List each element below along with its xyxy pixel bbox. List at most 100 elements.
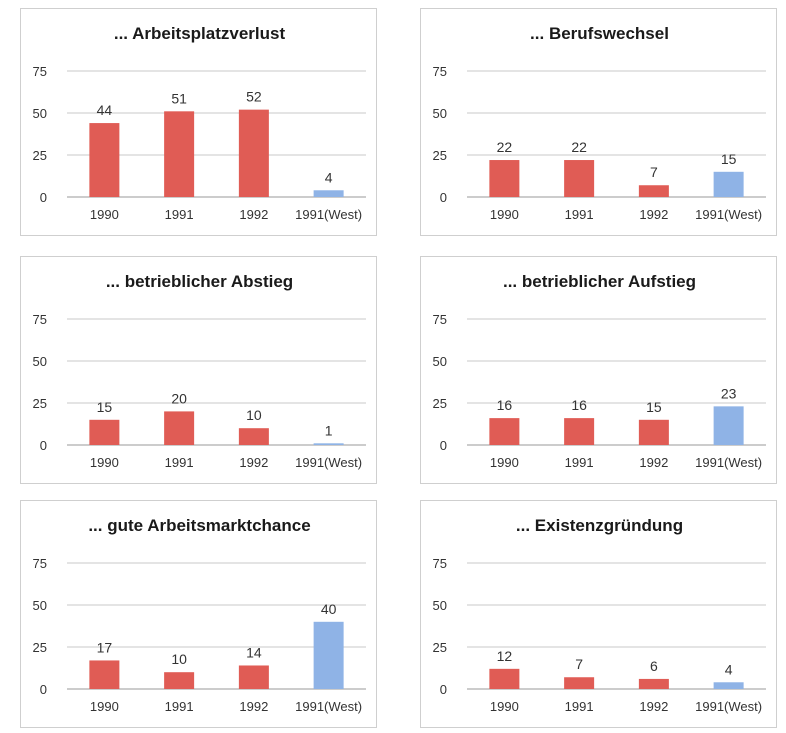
data-label: 10 — [246, 407, 262, 423]
data-label: 51 — [171, 90, 187, 106]
y-tick-label: 75 — [33, 64, 47, 79]
y-tick-label: 25 — [33, 396, 47, 411]
chart-title: ... Berufswechsel — [530, 24, 669, 43]
bar — [564, 160, 595, 197]
y-tick-label: 75 — [433, 312, 447, 327]
data-label: 22 — [497, 139, 513, 155]
bar — [564, 677, 595, 689]
bar — [313, 621, 344, 689]
chart-svg: ... Arbeitsplatzverlust 0 25 50 75 44 1990 51 19… — [33, 24, 366, 222]
chart-svg: ... gute Arbeitsmarktchance 0 25 50 75 17 1990… — [33, 516, 366, 714]
y-tick-label: 75 — [433, 64, 447, 79]
y-tick-label: 75 — [33, 556, 47, 571]
data-label: 52 — [246, 89, 262, 105]
data-label: 16 — [497, 397, 513, 413]
y-tick-label: 75 — [433, 556, 447, 571]
chart-panel-2: ... Berufswechsel 0 25 50 75 22 1990 22 1991 7 199… — [420, 8, 777, 236]
data-label: 23 — [721, 385, 737, 401]
bar — [238, 428, 269, 445]
bar — [164, 411, 195, 445]
data-label: 15 — [646, 399, 662, 415]
bar — [638, 678, 669, 689]
y-tick-label: 0 — [40, 438, 47, 453]
bar — [313, 443, 344, 445]
y-tick-label: 25 — [433, 396, 447, 411]
bar — [638, 419, 669, 445]
x-tick-label: 1991(West) — [295, 699, 362, 714]
x-tick-label: 1991(West) — [295, 207, 362, 222]
data-label: 1 — [325, 422, 333, 438]
bar — [713, 171, 744, 197]
bar — [489, 418, 520, 445]
x-tick-label: 1990 — [490, 455, 519, 470]
x-tick-label: 1990 — [90, 455, 119, 470]
chart-title: ... Existenzgründung — [516, 516, 683, 535]
y-tick-label: 25 — [433, 640, 447, 655]
bar — [713, 406, 744, 445]
y-tick-label: 50 — [433, 354, 447, 369]
chart-title: ... betrieblicher Aufstieg — [503, 272, 696, 291]
bar — [164, 672, 195, 689]
data-label: 7 — [650, 164, 658, 180]
x-tick-label: 1991 — [565, 455, 594, 470]
chart-svg: ... Existenzgründung 0 25 50 75 12 1990 7 1991 6 1… — [433, 516, 766, 714]
bar — [638, 185, 669, 197]
data-label: 22 — [571, 139, 587, 155]
x-tick-label: 1991(West) — [695, 699, 762, 714]
data-label: 20 — [171, 390, 187, 406]
bar — [89, 123, 120, 197]
x-tick-label: 1991(West) — [695, 455, 762, 470]
bar — [238, 665, 269, 689]
chart-title: ... Arbeitsplatzverlust — [114, 24, 286, 43]
y-tick-label: 50 — [433, 598, 447, 613]
y-tick-label: 50 — [433, 106, 447, 121]
y-tick-label: 50 — [33, 598, 47, 613]
y-tick-label: 25 — [33, 640, 47, 655]
chart-title: ... gute Arbeitsmarktchance — [88, 516, 310, 535]
chart-svg: ... betrieblicher Abstieg 0 25 50 75 15 1990 20… — [33, 272, 366, 470]
y-tick-label: 0 — [40, 682, 47, 697]
y-tick-label: 25 — [33, 148, 47, 163]
bar — [313, 190, 344, 197]
chart-panel-3: ... betrieblicher Abstieg 0 25 50 75 15 1990 20… — [20, 256, 377, 484]
data-label: 40 — [321, 601, 337, 617]
data-label: 15 — [97, 399, 113, 415]
chart-svg: ... betrieblicher Aufstieg 0 25 50 75 16 1990 1… — [433, 272, 766, 470]
x-tick-label: 1992 — [639, 699, 668, 714]
y-tick-label: 0 — [440, 438, 447, 453]
x-tick-label: 1991 — [165, 207, 194, 222]
y-tick-label: 0 — [40, 190, 47, 205]
x-tick-label: 1992 — [239, 455, 268, 470]
chart-panel-5: ... gute Arbeitsmarktchance 0 25 50 75 17 1990… — [20, 500, 377, 728]
data-label: 4 — [325, 169, 333, 185]
data-label: 17 — [97, 639, 113, 655]
y-tick-label: 50 — [33, 106, 47, 121]
data-label: 44 — [97, 102, 113, 118]
x-tick-label: 1991 — [565, 207, 594, 222]
y-tick-label: 25 — [433, 148, 447, 163]
data-label: 15 — [721, 151, 737, 167]
x-tick-label: 1992 — [639, 455, 668, 470]
y-tick-label: 0 — [440, 190, 447, 205]
data-label: 14 — [246, 644, 262, 660]
x-tick-label: 1991 — [565, 699, 594, 714]
y-tick-label: 50 — [33, 354, 47, 369]
x-tick-label: 1992 — [639, 207, 668, 222]
x-tick-label: 1990 — [90, 699, 119, 714]
bar — [489, 160, 520, 197]
x-tick-label: 1992 — [239, 207, 268, 222]
bar — [89, 419, 120, 445]
data-label: 6 — [650, 658, 658, 674]
bar — [489, 668, 520, 689]
bar — [89, 660, 120, 689]
data-label: 12 — [497, 648, 513, 664]
data-label: 7 — [575, 656, 583, 672]
data-label: 16 — [571, 397, 587, 413]
bar — [713, 682, 744, 689]
x-tick-label: 1991 — [165, 455, 194, 470]
bar — [238, 109, 269, 197]
x-tick-label: 1990 — [490, 207, 519, 222]
x-tick-label: 1991(West) — [295, 455, 362, 470]
chart-panel-6: ... Existenzgründung 0 25 50 75 12 1990 7 1991 6 1… — [420, 500, 777, 728]
